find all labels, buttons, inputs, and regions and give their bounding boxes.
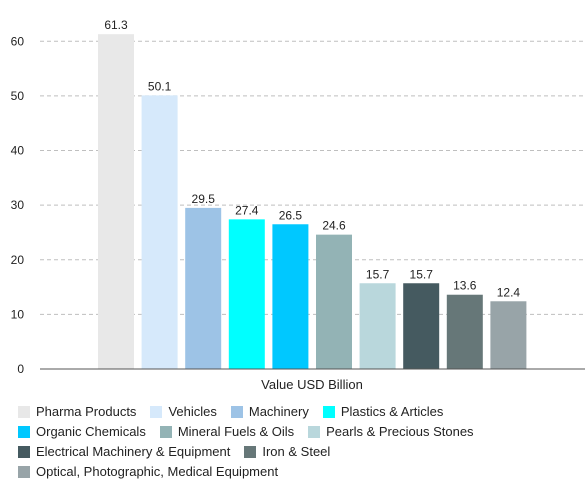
y-tick-label: 40 xyxy=(11,144,25,158)
legend-swatch xyxy=(308,426,321,438)
y-tick-label: 20 xyxy=(11,253,25,267)
legend-swatch xyxy=(322,406,335,418)
y-tick-label: 0 xyxy=(17,362,24,376)
y-tick-label: 10 xyxy=(11,307,25,321)
legend-swatch xyxy=(159,426,172,438)
legend-swatch xyxy=(18,426,30,438)
data-label: 61.3 xyxy=(104,18,128,32)
bar xyxy=(228,219,265,369)
bar-chart: 0 10 20 30 40 50 60 61.3 50.1 29.5 27.4 26.5 24.6 15… xyxy=(11,18,585,392)
bar xyxy=(403,283,440,369)
y-tick-label: 60 xyxy=(11,34,25,48)
chart-legend: Pharma Products Vehicles Machinery Plastics… xyxy=(18,405,583,479)
y-tick-label: 30 xyxy=(11,198,25,212)
bar xyxy=(490,301,527,369)
legend-item: Electrical Machinery & Equipment xyxy=(18,445,230,459)
bar xyxy=(446,294,483,369)
legend-label: Optical, Photographic, Medical Equipment xyxy=(36,464,279,479)
legend-label: Electrical Machinery & Equipment xyxy=(36,444,231,459)
legend-item: Mineral Fuels & Oils xyxy=(159,424,295,439)
y-axis-tick-labels: 0 10 20 30 40 50 60 xyxy=(11,34,25,376)
data-label: 50.1 xyxy=(148,79,172,93)
bar xyxy=(272,224,309,369)
legend-label: Mineral Fuels & Oils xyxy=(177,424,295,439)
bar xyxy=(185,207,222,369)
bar xyxy=(98,34,134,369)
legend-item: Optical, Photographic, Medical Equipment xyxy=(18,465,278,479)
legend-swatch xyxy=(230,406,243,418)
y-tick-label: 50 xyxy=(11,89,25,103)
data-label: 26.5 xyxy=(279,208,303,222)
legend-label: Pearls & Precious Stones xyxy=(326,424,474,439)
data-label: 12.4 xyxy=(497,285,521,299)
bar xyxy=(141,95,178,369)
legend-item: Pearls & Precious Stones xyxy=(308,424,474,439)
legend-label: Plastics & Articles xyxy=(340,404,444,419)
legend-item: Organic Chemicals xyxy=(18,425,146,439)
data-label: 29.5 xyxy=(192,192,216,206)
legend-label: Organic Chemicals xyxy=(36,424,146,439)
legend-label: Machinery xyxy=(248,404,309,419)
bar xyxy=(359,283,396,369)
legend-label: Pharma Products xyxy=(36,404,137,419)
data-label: 15.7 xyxy=(410,267,434,281)
legend-item: Iron & Steel xyxy=(244,445,330,459)
bars xyxy=(98,34,527,369)
x-axis-title: Value USD Billion xyxy=(261,377,363,392)
legend-label: Vehicles xyxy=(168,404,217,419)
legend-label: Iron & Steel xyxy=(262,444,331,459)
data-label: 27.4 xyxy=(235,203,259,217)
data-label: 15.7 xyxy=(366,267,390,281)
data-label: 24.6 xyxy=(322,219,346,233)
legend-swatch xyxy=(18,406,30,418)
legend-swatch xyxy=(18,446,30,458)
legend-item: Vehicles xyxy=(150,404,217,419)
data-labels: 61.3 50.1 29.5 27.4 26.5 24.6 15.7 15.7 13.6 12.4 xyxy=(104,18,520,299)
legend-swatch xyxy=(150,406,163,418)
legend-item: Plastics & Articles xyxy=(322,404,444,419)
legend-item: Machinery xyxy=(230,404,309,419)
legend-swatch xyxy=(244,446,257,458)
bar xyxy=(316,234,352,369)
legend-item: Pharma Products xyxy=(18,405,136,419)
legend-swatch xyxy=(18,466,30,478)
data-label: 13.6 xyxy=(453,279,477,293)
